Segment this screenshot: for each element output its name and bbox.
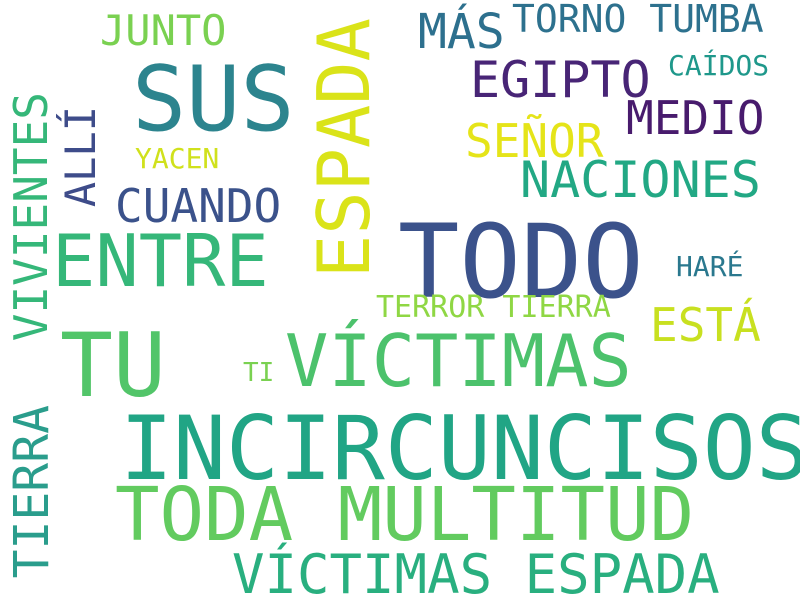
- word-tu: TU: [60, 314, 166, 417]
- word-egipto: EGIPTO: [470, 51, 651, 109]
- word-junto: JUNTO: [100, 6, 227, 55]
- word-sus: SUS: [132, 47, 295, 152]
- word-torno-tumba: TORNO TUMBA: [512, 0, 764, 41]
- word-espada-vertical: ESPADA: [302, 18, 386, 279]
- word-medio: MEDIO: [626, 91, 765, 145]
- word-ti: TI: [243, 358, 275, 388]
- word-victimas: VÍCTIMAS: [285, 319, 632, 403]
- word-yacen: YACEN: [135, 142, 220, 175]
- word-cuando: CUANDO: [115, 179, 282, 233]
- word-terror-tierra: TERROR TIERRA: [376, 290, 611, 325]
- word-tierra-vertical: TIERRA: [4, 405, 60, 579]
- word-vivientes-vertical: VIVIENTES: [4, 92, 58, 342]
- word-mas: MÁS: [418, 4, 505, 60]
- word-incircuncisos: INCIRCUNCISOS: [120, 397, 800, 500]
- word-esta: ESTÁ: [650, 298, 761, 352]
- word-hare: HARÉ: [676, 250, 744, 283]
- word-senor: SEÑOR: [465, 114, 604, 168]
- word-todo: TODO: [398, 203, 644, 322]
- word-caidos: CAÍDOS: [668, 49, 770, 82]
- word-naciones: NACIONES: [520, 151, 761, 209]
- word-alli-vertical: ALLÍ: [56, 106, 105, 208]
- word-victimas-espada: VÍCTIMAS ESPADA: [232, 543, 720, 600]
- word-entre: ENTRE: [52, 219, 269, 303]
- word-toda-multitud: TODA MULTITUD: [115, 472, 695, 558]
